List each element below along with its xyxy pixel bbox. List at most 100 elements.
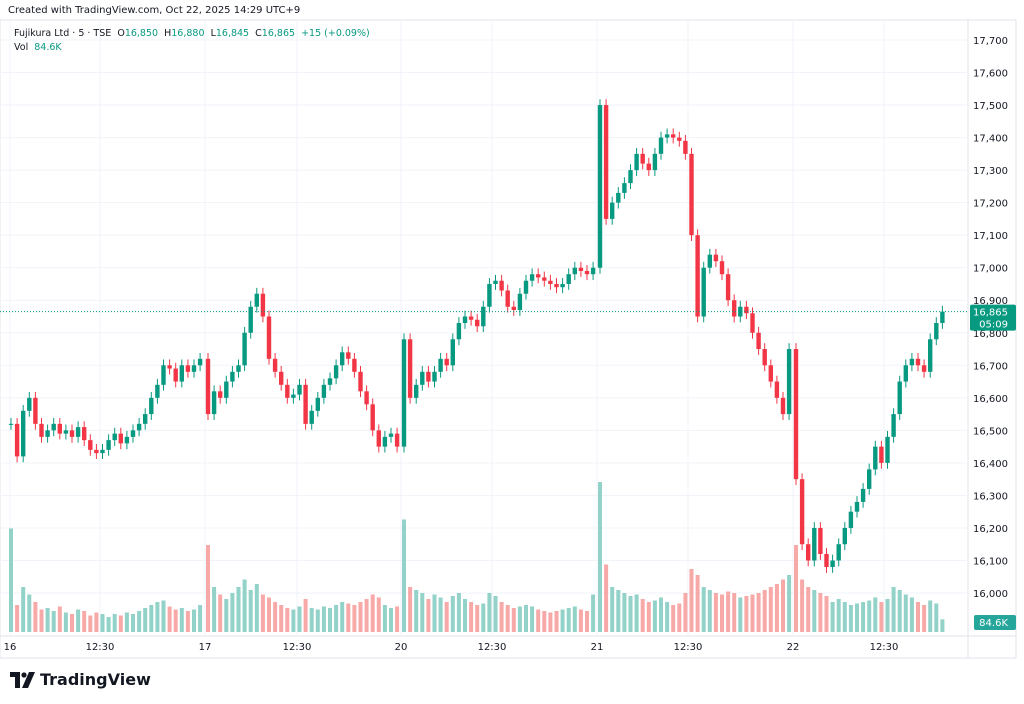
candle-body (536, 274, 541, 278)
volume-bar (885, 599, 890, 632)
volume-bar (469, 602, 474, 632)
volume-bar (585, 611, 589, 632)
candle-body (879, 446, 884, 463)
volume-bar (774, 584, 779, 632)
candle-body (382, 436, 388, 447)
volume-bar (236, 587, 241, 632)
candle-body (695, 235, 700, 317)
volume-bar (463, 599, 467, 632)
candle-body (707, 254, 712, 268)
volume-bar (267, 597, 271, 632)
candle-body (725, 274, 731, 301)
volume-tag (974, 615, 1016, 630)
x-tick-label: 17 (199, 642, 212, 653)
volume-bar (309, 608, 314, 632)
candle-body (112, 433, 117, 441)
volume-bar (867, 600, 872, 632)
created-with-caption: Created with TradingView.com, Oct 22, 20… (8, 5, 301, 16)
candle-body (934, 323, 939, 340)
candle-body (124, 436, 130, 444)
candle-body (173, 368, 178, 382)
candle-body (511, 306, 516, 310)
volume-bar (218, 594, 223, 632)
volume-bar (622, 593, 627, 632)
volume-bar (297, 606, 302, 632)
candle-body (646, 163, 651, 171)
y-tick-label: 17,100 (973, 231, 1008, 242)
candle-body (179, 365, 184, 382)
candle-body (909, 358, 915, 366)
volume-bar (206, 545, 210, 632)
candle-body (572, 267, 577, 275)
candle-body (854, 501, 860, 512)
y-tick-label: 16,000 (973, 589, 1008, 600)
candle-body (683, 140, 688, 154)
candle-body (584, 270, 590, 275)
volume-bar (665, 602, 670, 632)
candle-body (167, 365, 172, 369)
volume-bar (224, 599, 229, 632)
volume-bar (598, 482, 602, 632)
volume-bar (395, 606, 400, 632)
volume-bar (505, 605, 510, 632)
volume-bar (683, 593, 688, 632)
candle-body (88, 440, 93, 450)
candle-body (100, 449, 105, 454)
volume-bar (616, 590, 621, 632)
candle-body (560, 283, 565, 288)
candle-body (780, 397, 786, 415)
candle-body (744, 306, 749, 314)
volume-bar (192, 609, 196, 632)
volume-bar (155, 602, 160, 632)
candle-body (548, 280, 553, 284)
candle-body (444, 358, 449, 366)
candle-body (517, 293, 523, 310)
candle-body (897, 381, 902, 415)
volume-bar (750, 594, 755, 632)
volume-bar (131, 614, 135, 632)
candle-body (161, 365, 166, 385)
candle-body (185, 365, 191, 372)
candle-body (39, 423, 44, 437)
volume-bar (707, 590, 712, 632)
candle-body (69, 430, 75, 437)
volume-bar (909, 597, 914, 632)
candle-body (793, 349, 799, 480)
volume-bar (517, 606, 522, 632)
tradingview-logo: TradingView (10, 670, 151, 689)
candle-body (106, 440, 111, 450)
candle-body (799, 479, 805, 545)
volume-bar (511, 608, 516, 632)
y-tick-label: 16,500 (973, 426, 1008, 437)
volume-bar (806, 587, 811, 632)
volume-bar (548, 612, 553, 632)
volume-bar (701, 587, 706, 632)
candle-body (806, 544, 811, 561)
volume-bar (149, 605, 154, 632)
candle-body (303, 384, 308, 424)
y-tick-label: 16,900 (973, 296, 1008, 307)
candle-body (327, 378, 333, 385)
volume-bar (376, 597, 381, 632)
candle-body (51, 423, 56, 431)
candle-body (346, 352, 351, 359)
candle-body (260, 293, 266, 317)
candle-body (130, 430, 136, 437)
candle-body (634, 153, 639, 171)
low-value: 16,845 (215, 28, 250, 39)
volume-bar (402, 519, 406, 632)
y-tick-label: 16,400 (973, 459, 1008, 470)
volume-bar (364, 599, 369, 632)
candle-body (21, 410, 26, 457)
candle-body (211, 391, 217, 415)
volume-bar (848, 605, 853, 632)
volume-bar (432, 594, 437, 632)
candle-body (426, 371, 431, 382)
candles (0, 99, 968, 573)
candle-body (340, 352, 345, 366)
volume-bar (818, 593, 823, 632)
volume-bar (45, 608, 50, 632)
x-tick-label: 22 (787, 642, 800, 653)
volume-bar (530, 606, 535, 632)
